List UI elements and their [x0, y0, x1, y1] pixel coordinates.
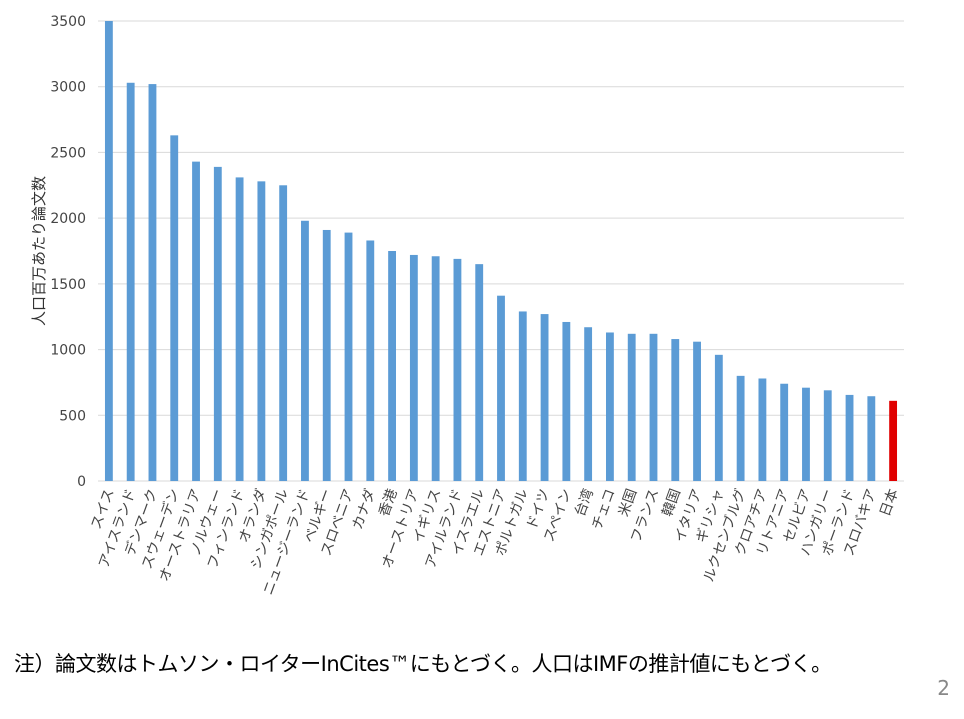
bar: [497, 295, 505, 481]
bar: [366, 240, 375, 481]
bars: [104, 21, 898, 482]
bar: [584, 327, 593, 481]
bar: [649, 333, 658, 481]
y-tick-label: 3500: [50, 14, 86, 30]
bar: [388, 251, 397, 481]
y-tick-label: 3000: [50, 80, 86, 96]
bar: [475, 264, 484, 481]
y-tick-label: 0: [77, 474, 86, 490]
bar: [671, 339, 680, 481]
bar: [823, 390, 832, 481]
bar: [562, 321, 571, 481]
bar: [605, 332, 614, 481]
y-tick-label: 500: [59, 408, 86, 424]
bar: [453, 258, 462, 481]
y-tick-label: 1000: [50, 343, 86, 359]
bar: [257, 181, 266, 482]
bar: [802, 387, 810, 481]
bar: [627, 333, 636, 481]
y-axis-ticks: 0 500 1000 1500 2000 2500 3000 3500: [50, 14, 86, 490]
bar: [693, 341, 701, 481]
bar: [540, 314, 549, 481]
footnote: 注）論文数はトムソン・ロイターInCites™にもとづく。人口はIMFの推計値に…: [14, 652, 832, 676]
bar: [192, 161, 200, 481]
bar: [409, 254, 418, 481]
bar: [758, 378, 767, 481]
y-tick-label: 2000: [50, 211, 86, 227]
bar: [845, 394, 854, 481]
x-axis-labels: スイスアイスランドデンマークスウェーデンオーストラリアノルウェーフィンランドオラ…: [88, 487, 901, 598]
bar: [148, 84, 157, 481]
bar: [780, 383, 789, 481]
bar: [867, 396, 876, 481]
bar: [344, 232, 353, 481]
bar: [736, 375, 745, 481]
y-axis-label: 人口百万あたり論文数: [30, 176, 48, 326]
bar: [301, 220, 309, 481]
y-tick-label: 1500: [50, 277, 86, 293]
bar: [518, 311, 527, 481]
bar: [126, 82, 135, 482]
bar: [170, 135, 179, 482]
y-tick-label: 2500: [50, 145, 86, 161]
page-number: 2: [937, 676, 950, 700]
bar: [714, 354, 723, 481]
bar: [235, 177, 244, 481]
bar: [279, 185, 288, 482]
bar: [213, 166, 222, 481]
bar-chart: 0 500 1000 1500 2000 2500 3000 3500 スイスアイスランドデン…: [30, 14, 904, 598]
bar: [431, 256, 440, 481]
bar: [889, 400, 898, 481]
bar: [322, 229, 331, 481]
bar: [104, 21, 113, 481]
x-tick-label: 日本: [877, 487, 902, 519]
